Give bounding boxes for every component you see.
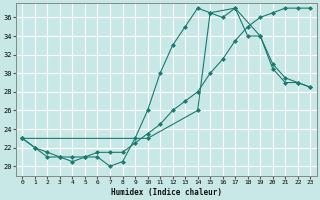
X-axis label: Humidex (Indice chaleur): Humidex (Indice chaleur) bbox=[111, 188, 222, 197]
